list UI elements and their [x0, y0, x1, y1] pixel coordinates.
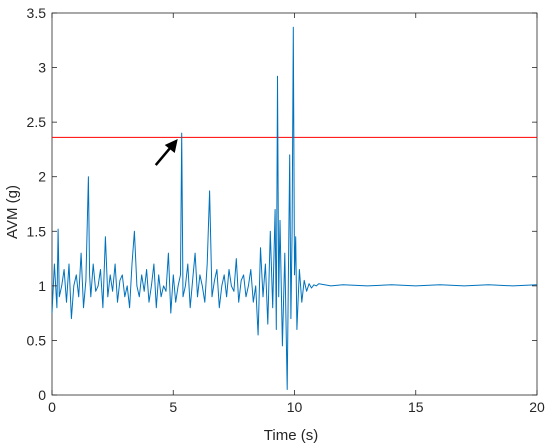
y-tick-label: 0.5: [27, 332, 47, 348]
x-tick-label: 15: [408, 399, 424, 415]
x-tick-label: 20: [529, 399, 545, 415]
y-tick-label: 0: [38, 387, 46, 403]
x-axis: 0 5 10 15 20: [48, 13, 545, 415]
y-tick-label: 1.5: [27, 223, 47, 239]
x-tick-label: 10: [287, 399, 303, 415]
y-tick-label: 2: [38, 169, 46, 185]
y-tick-label: 3.5: [27, 5, 47, 21]
annotation-arrow-head: [164, 139, 178, 154]
y-tick-label: 1: [38, 278, 46, 294]
avm-series-line: [51, 26, 538, 390]
x-axis-label: Time (s): [264, 427, 318, 444]
annotation-arrow-shaft: [154, 145, 173, 166]
y-tick-label: 2.5: [27, 114, 47, 130]
y-axis-label: AVM (g): [4, 185, 21, 239]
plot-area: [51, 12, 538, 396]
y-axis: 0 0.5 1 1.5 2 2.5 3 3.5: [27, 5, 537, 403]
x-tick-label: 0: [48, 399, 56, 415]
y-tick-label: 3: [38, 60, 46, 76]
x-tick-label: 5: [169, 399, 177, 415]
